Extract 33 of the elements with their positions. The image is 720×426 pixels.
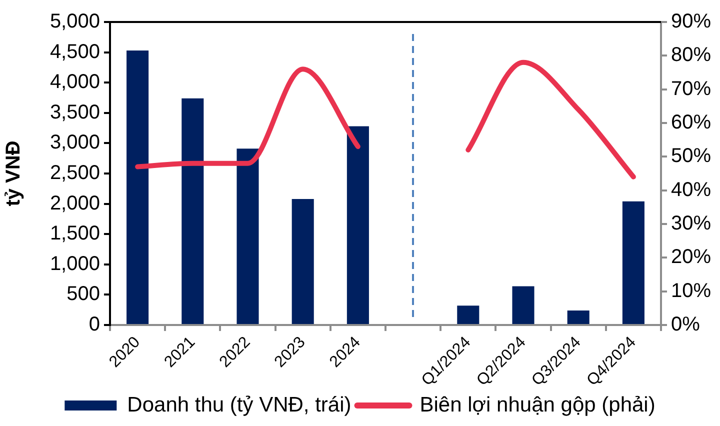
y-tick-label: 1,000 bbox=[50, 252, 100, 275]
y2-tick-label: 0% bbox=[671, 314, 700, 336]
y2-tick-label: 60% bbox=[671, 112, 712, 134]
y2-tick-label: 20% bbox=[671, 246, 712, 268]
y-tick-label: 3,500 bbox=[50, 101, 100, 124]
y-tick-label: 3,000 bbox=[50, 132, 100, 154]
y2-tick-label: 40% bbox=[671, 178, 712, 201]
y-tick-label: 4,000 bbox=[50, 71, 100, 94]
y-tick-label: 4,500 bbox=[50, 40, 100, 63]
bar bbox=[236, 148, 259, 324]
y2-tick-label: 70% bbox=[671, 78, 712, 100]
legend-label: Biên lợi nhuận gộp (phải) bbox=[420, 393, 656, 416]
y-tick-label: 2,500 bbox=[50, 162, 100, 184]
y2-tick-label: 10% bbox=[671, 280, 712, 302]
bar bbox=[567, 310, 590, 324]
bar bbox=[512, 286, 534, 324]
y2-tick-label: 80% bbox=[671, 44, 712, 66]
y-tick-label: 2,000 bbox=[50, 192, 100, 214]
y2-tick-label: 50% bbox=[671, 145, 712, 168]
y-tick-label: 1,500 bbox=[50, 222, 100, 245]
legend-label: Doanh thu (tỷ VNĐ, trái) bbox=[127, 393, 352, 416]
y-tick-label: 5,000 bbox=[50, 10, 100, 33]
bar bbox=[457, 306, 480, 324]
y2-tick-label: 30% bbox=[671, 212, 712, 235]
bar bbox=[182, 98, 204, 324]
y-tick-label: 0 bbox=[88, 314, 100, 336]
y-tick-label: 500 bbox=[66, 283, 100, 306]
bar bbox=[346, 126, 369, 324]
y-axis-title: tỷ VNĐ bbox=[2, 140, 25, 206]
bar bbox=[292, 198, 314, 324]
bar bbox=[126, 50, 149, 324]
y2-tick-label: 90% bbox=[671, 10, 712, 33]
bar bbox=[622, 201, 644, 324]
